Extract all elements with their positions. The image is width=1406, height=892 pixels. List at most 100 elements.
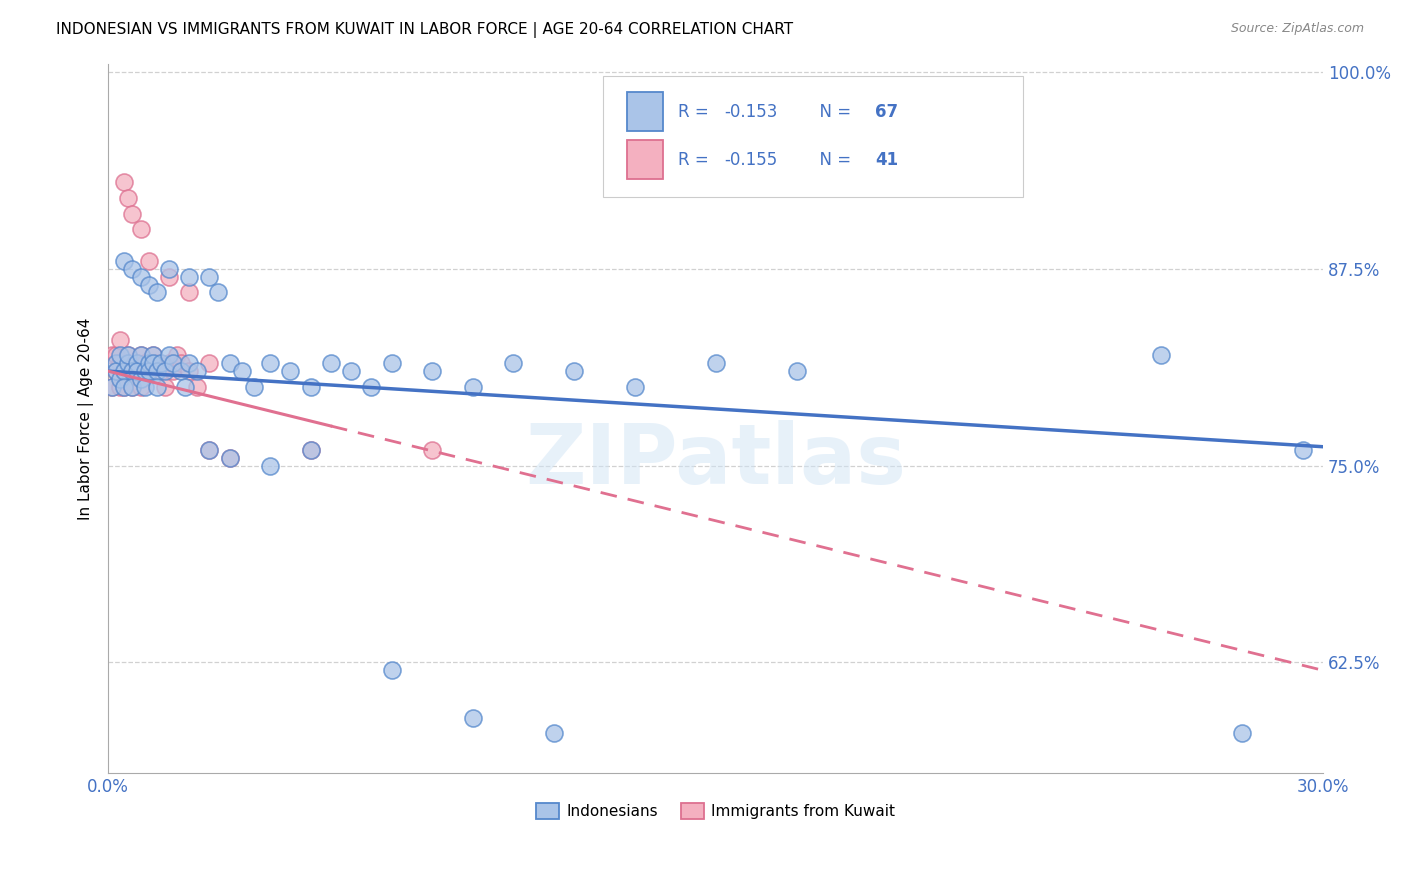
Point [299, 442, 322, 457]
Point [157, 261, 180, 276]
Point [198, 442, 221, 457]
Point [420, 442, 443, 457]
Text: 41: 41 [875, 151, 898, 169]
Text: ZIPatlas: ZIPatlas [526, 420, 905, 501]
Point [101, 348, 124, 362]
Point [105, 364, 128, 378]
Point [381, 356, 404, 370]
Point [157, 348, 180, 362]
Point [142, 348, 165, 362]
Point [101, 380, 124, 394]
Point [280, 364, 302, 378]
Point [134, 364, 156, 378]
Point [117, 356, 139, 370]
Point [381, 664, 404, 678]
Point [207, 285, 229, 300]
Point [134, 356, 156, 370]
Point [138, 277, 160, 292]
Point [186, 364, 208, 378]
Point [117, 356, 139, 370]
Point [259, 356, 281, 370]
Point [125, 364, 148, 378]
Point [142, 348, 165, 362]
Point [218, 356, 240, 370]
Text: -0.155: -0.155 [724, 151, 778, 169]
Point [125, 356, 148, 370]
Point [145, 356, 167, 370]
Point [110, 380, 132, 394]
Point [502, 356, 524, 370]
Point [198, 442, 221, 457]
Point [117, 348, 139, 362]
Point [145, 364, 167, 378]
Point [198, 356, 221, 370]
Bar [627, 140, 664, 179]
Point [149, 364, 172, 378]
Text: 67: 67 [875, 103, 898, 120]
Point [138, 364, 160, 378]
Point [110, 348, 132, 362]
Point [186, 380, 208, 394]
Point [142, 356, 165, 370]
Point [162, 356, 184, 370]
Point [112, 175, 135, 189]
Point [179, 285, 201, 300]
Point [461, 711, 484, 725]
Point [153, 380, 176, 394]
Point [121, 364, 143, 378]
Point [138, 364, 160, 378]
Point [179, 269, 201, 284]
Point [138, 254, 160, 268]
Point [179, 356, 201, 370]
Point [112, 254, 135, 268]
Point [319, 356, 342, 370]
Legend: Indonesians, Immigrants from Kuwait: Indonesians, Immigrants from Kuwait [530, 797, 901, 825]
Point [179, 364, 201, 378]
Point [134, 380, 156, 394]
Point [145, 380, 167, 394]
Point [1150, 348, 1173, 362]
Point [105, 348, 128, 362]
Point [105, 356, 128, 370]
Point [623, 380, 645, 394]
Point [166, 348, 188, 362]
Point [129, 348, 152, 362]
Point [1292, 442, 1315, 457]
Point [162, 364, 184, 378]
Point [121, 364, 143, 378]
Point [101, 380, 124, 394]
Text: -0.153: -0.153 [724, 103, 778, 120]
Point [117, 348, 139, 362]
Text: N =: N = [810, 151, 856, 169]
Point [129, 348, 152, 362]
Point [461, 380, 484, 394]
Text: R =: R = [678, 151, 714, 169]
Point [231, 364, 253, 378]
FancyBboxPatch shape [603, 76, 1024, 197]
Point [138, 356, 160, 370]
Point [121, 207, 143, 221]
Point [112, 380, 135, 394]
Point [121, 261, 143, 276]
Point [112, 364, 135, 378]
Bar [627, 92, 664, 131]
Point [170, 364, 193, 378]
Point [125, 356, 148, 370]
Text: N =: N = [810, 103, 856, 120]
Point [125, 364, 148, 378]
Point [110, 356, 132, 370]
Point [117, 191, 139, 205]
Point [299, 442, 322, 457]
Point [360, 380, 382, 394]
Point [129, 380, 152, 394]
Point [112, 380, 135, 394]
Point [299, 380, 322, 394]
Point [170, 356, 193, 370]
Point [218, 450, 240, 465]
Point [110, 372, 132, 386]
Point [121, 380, 143, 394]
Point [704, 356, 727, 370]
Point [129, 269, 152, 284]
Point [153, 364, 176, 378]
Point [218, 450, 240, 465]
